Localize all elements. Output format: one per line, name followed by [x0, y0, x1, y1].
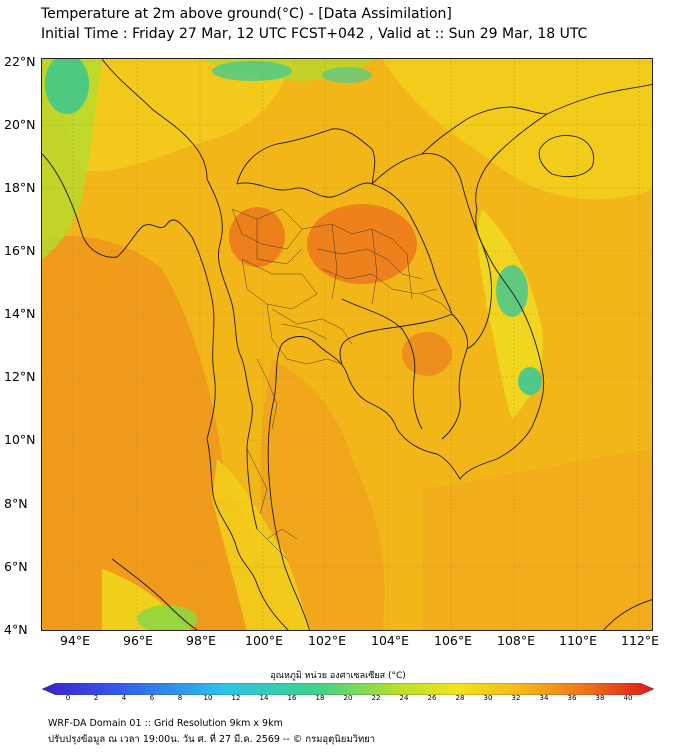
border-thailand-cambodia — [339, 313, 453, 365]
lat-label-20n: 20°N — [4, 117, 36, 132]
coastline-myanmar-bay-of-bengal — [42, 153, 216, 440]
map-title: Temperature at 2m above ground(°C) - [Da… — [41, 6, 452, 22]
colorbar-tick-20: 20 — [343, 694, 353, 702]
coastline-borneo — [603, 599, 652, 630]
lon-label-104e: 104°E — [371, 633, 410, 648]
temperature-field-svg — [42, 59, 652, 630]
coastline-hainan — [538, 135, 595, 178]
colorbar-tick-8: 8 — [177, 694, 183, 702]
border-myanmar-china — [101, 59, 208, 180]
hot-zone-gulf — [260, 359, 385, 630]
lon-label-108e: 108°E — [497, 633, 536, 648]
mild-zone-myanmar-north — [60, 59, 293, 172]
coastline-cambodia-vietnam-south — [396, 208, 545, 480]
temperature-colorbar — [41, 680, 655, 696]
lat-label-6n: 6°N — [4, 559, 28, 574]
colorbar-tick-34: 34 — [539, 694, 549, 702]
colorbar-tick-10: 10 — [203, 694, 213, 702]
mild-zone-malay-peninsula — [212, 459, 312, 630]
lon-label-98e: 98°E — [186, 633, 217, 648]
colorbar-tick-32: 32 — [511, 694, 521, 702]
border-laos-vietnam — [371, 153, 492, 350]
lon-label-112e: 112°E — [621, 633, 660, 648]
very-hot-zone-isan — [307, 204, 417, 284]
cool-zone-hainan — [538, 136, 590, 172]
lat-label-8n: 8°N — [4, 496, 28, 511]
border-cambodia-vietnam — [441, 313, 469, 440]
hot-zone-south-china-sea — [422, 449, 652, 630]
colorbar-tick-6: 6 — [149, 694, 155, 702]
colorbar-tick-30: 30 — [483, 694, 493, 702]
cold-zone-north — [212, 61, 292, 81]
coastline-west-peninsula — [206, 438, 289, 630]
border-thailand-myanmar — [206, 178, 258, 530]
colorbar-tick-40: 40 — [623, 694, 633, 702]
lon-label-106e: 106°E — [434, 633, 473, 648]
border-laos-china — [236, 128, 376, 185]
lat-label-16n: 16°N — [4, 243, 36, 258]
map-subtitle-valid-time: Initial Time : Friday 27 Mar, 12 UTC FCS… — [41, 26, 588, 42]
colorbar-tick-36: 36 — [567, 694, 577, 702]
colorbar-tick-16: 16 — [287, 694, 297, 702]
lat-label-18n: 18°N — [4, 180, 36, 195]
temperature-map — [41, 58, 653, 631]
lat-label-4n: 4°N — [4, 622, 28, 637]
lat-label-14n: 14°N — [4, 306, 36, 321]
colorbar-tick-24: 24 — [399, 694, 409, 702]
cold-zone-central-highlands — [518, 367, 542, 395]
colorbar-tick-0: 0 — [65, 694, 71, 702]
province-boundaries — [231, 208, 453, 560]
colorbar-tick-26: 26 — [427, 694, 437, 702]
colorbar-tick-2: 2 — [93, 694, 99, 702]
footer-update-info: ปรับปรุงข้อมูล ณ เวลา 19:00น. วัน ศ. ที่… — [48, 734, 376, 745]
colorbar-tick-12: 12 — [231, 694, 241, 702]
colorbar-title: อุณหภูมิ หน่วย องศาเซลเซียส (°C) — [270, 671, 406, 681]
colorbar-tick-4: 4 — [121, 694, 127, 702]
lon-label-100e: 100°E — [245, 633, 284, 648]
border-vietnam-china — [421, 106, 548, 155]
colorbar-tick-28: 28 — [455, 694, 465, 702]
lon-label-94e: 94°E — [60, 633, 91, 648]
coastline-sumatra — [111, 558, 198, 630]
cold-zone-northwest — [45, 59, 89, 114]
cold-zone-annamite-north — [496, 265, 528, 317]
lon-label-110e: 110°E — [559, 633, 598, 648]
coastline-gulf-west — [267, 336, 398, 630]
border-mekong-river — [341, 298, 423, 430]
lat-label-22n: 22°N — [4, 54, 36, 69]
lat-lon-gridlines — [42, 59, 652, 630]
lon-label-96e: 96°E — [123, 633, 154, 648]
lon-label-102e: 102°E — [308, 633, 347, 648]
lat-label-10n: 10°N — [4, 432, 36, 447]
very-hot-zone-cambodia — [402, 332, 452, 376]
cold-zone-north-east — [322, 67, 372, 83]
colorbar-tick-22: 22 — [371, 694, 381, 702]
lat-label-12n: 12°N — [4, 369, 36, 384]
colorbar-tick-14: 14 — [259, 694, 269, 702]
footer-model-info: WRF-DA Domain 01 :: Grid Resolution 9km … — [48, 718, 283, 729]
cool-zone-sumatra-south — [137, 605, 197, 630]
coastlines-and-borders — [42, 59, 652, 630]
colorbar-tick-38: 38 — [595, 694, 605, 702]
colorbar-tick-18: 18 — [315, 694, 325, 702]
